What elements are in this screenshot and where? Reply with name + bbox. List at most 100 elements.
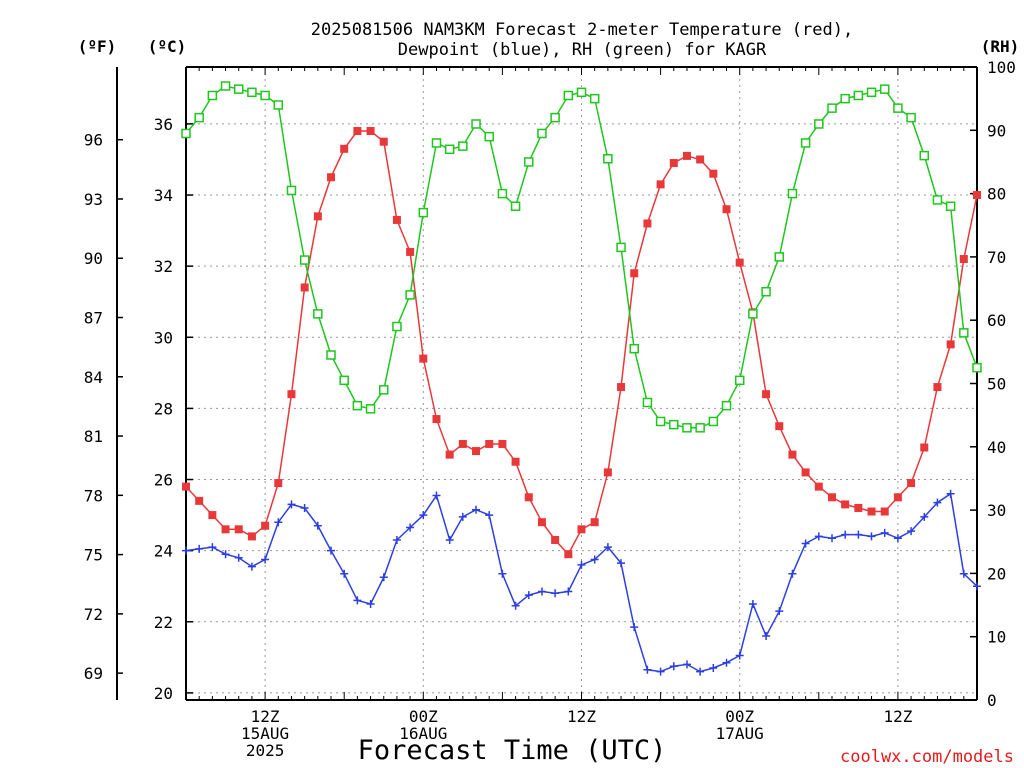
temperature-point bbox=[472, 447, 481, 456]
x-tick-label: 12Z bbox=[567, 707, 596, 726]
dewpoint-point bbox=[603, 543, 612, 552]
dewpoint-point bbox=[313, 521, 322, 530]
temperature-point bbox=[630, 269, 639, 278]
rh-point bbox=[365, 404, 376, 414]
rh-point bbox=[879, 84, 890, 94]
credit-label: coolwx.com/models bbox=[840, 747, 1014, 767]
rh-point bbox=[721, 400, 732, 411]
temperature-point bbox=[827, 493, 836, 502]
temperature-point bbox=[577, 525, 586, 534]
temperature-point bbox=[247, 532, 256, 541]
fahrenheit-tick-label: 72 bbox=[84, 605, 103, 624]
rh-point bbox=[814, 119, 824, 129]
rh-point bbox=[563, 90, 574, 101]
temperature-point bbox=[973, 191, 981, 200]
temperature-point bbox=[709, 169, 718, 178]
rh-point bbox=[352, 400, 363, 411]
rh-tick-label: 90 bbox=[987, 121, 1006, 140]
dewpoint-point bbox=[801, 539, 810, 548]
rh-point bbox=[695, 423, 705, 433]
celsius-tick-label: 26 bbox=[154, 471, 173, 490]
x-tick-label: 12Z bbox=[883, 707, 912, 726]
rh-point bbox=[510, 201, 521, 212]
rh-point bbox=[260, 90, 270, 101]
temperature-point bbox=[551, 535, 560, 544]
dewpoint-point bbox=[907, 527, 916, 536]
temperature-point bbox=[498, 439, 507, 448]
rh-point bbox=[392, 321, 402, 332]
temperature-point bbox=[854, 503, 863, 512]
dewpoint-point bbox=[722, 658, 731, 667]
fahrenheit-tick-label: 93 bbox=[84, 190, 103, 209]
rh-point bbox=[827, 103, 837, 113]
dewpoint-point bbox=[432, 491, 441, 500]
rh-point bbox=[603, 154, 613, 164]
fahrenheit-tick-label: 87 bbox=[84, 309, 103, 328]
rh-point bbox=[339, 375, 349, 386]
temperature-point bbox=[656, 180, 665, 189]
temperature-point bbox=[959, 255, 968, 264]
dewpoint-point bbox=[577, 560, 586, 569]
temperature-point bbox=[735, 258, 744, 267]
dewpoint-point bbox=[920, 512, 929, 521]
temperature-point bbox=[537, 518, 546, 527]
dewpoint-point bbox=[669, 662, 678, 671]
dewpoint-point bbox=[946, 489, 955, 498]
rh-point bbox=[576, 87, 587, 98]
dewpoint-point bbox=[788, 569, 797, 578]
fahrenheit-tick-label: 84 bbox=[84, 368, 103, 387]
rh-point bbox=[233, 84, 244, 94]
celsius-tick-label: 22 bbox=[154, 613, 173, 632]
temperature-point bbox=[880, 507, 889, 516]
x-tick-label: 2025 bbox=[246, 741, 285, 760]
temperature-point bbox=[617, 383, 626, 392]
celsius-tick-label: 20 bbox=[154, 684, 173, 703]
dewpoint-point bbox=[392, 536, 401, 544]
rh-point bbox=[379, 385, 389, 395]
rh-point bbox=[959, 328, 969, 338]
series-rh bbox=[181, 81, 982, 433]
dewpoint-point bbox=[366, 600, 375, 608]
rh-point bbox=[444, 144, 455, 155]
temperature-point bbox=[353, 127, 362, 136]
dewpoint-point bbox=[814, 532, 823, 541]
tick-labels: 20 22 24 26 28 30 32 34 36 69 72 75 78 81 84 87 90 93 96 0 1… bbox=[84, 58, 1016, 760]
rh-tick-label: 100 bbox=[987, 58, 1016, 77]
rh-point bbox=[734, 375, 745, 386]
x-tick-label: 00Z bbox=[409, 707, 438, 726]
temperature-point bbox=[841, 500, 850, 509]
rh-point bbox=[247, 87, 257, 98]
temperature-point bbox=[762, 390, 771, 399]
rh-tick-label: 0 bbox=[987, 691, 997, 710]
temperature-point bbox=[590, 518, 599, 527]
temperature-point bbox=[208, 511, 217, 520]
rh-point bbox=[748, 309, 758, 319]
temperature-point bbox=[511, 457, 520, 466]
rh-point bbox=[866, 87, 877, 98]
temperature-point bbox=[261, 521, 270, 530]
temperature-point bbox=[458, 439, 467, 448]
dewpoint-point bbox=[617, 559, 625, 568]
temperature-point bbox=[907, 479, 916, 488]
temperature-point bbox=[313, 212, 322, 221]
temperature-point bbox=[788, 450, 797, 459]
temperature-point bbox=[221, 525, 230, 534]
dewpoint-point bbox=[880, 528, 889, 537]
temperature-point bbox=[392, 215, 401, 224]
temperature-point bbox=[327, 173, 336, 182]
dewpoint-point bbox=[340, 569, 349, 578]
rh-point bbox=[840, 93, 850, 104]
rh-point bbox=[458, 141, 468, 151]
series-temperature bbox=[182, 127, 981, 559]
dewpoint-point bbox=[683, 660, 691, 669]
celsius-tick-label: 36 bbox=[154, 115, 173, 134]
x-axis-label: Forecast Time (UTC) bbox=[358, 735, 667, 766]
dewpoint-point bbox=[498, 569, 507, 578]
dewpoint-point bbox=[656, 667, 665, 676]
rh-point bbox=[286, 185, 297, 196]
rh-tick-label: 80 bbox=[987, 185, 1006, 204]
rh-point bbox=[497, 188, 508, 199]
temperature-point bbox=[696, 155, 705, 164]
dewpoint-point bbox=[472, 505, 480, 514]
dewpoint-point bbox=[287, 500, 296, 509]
